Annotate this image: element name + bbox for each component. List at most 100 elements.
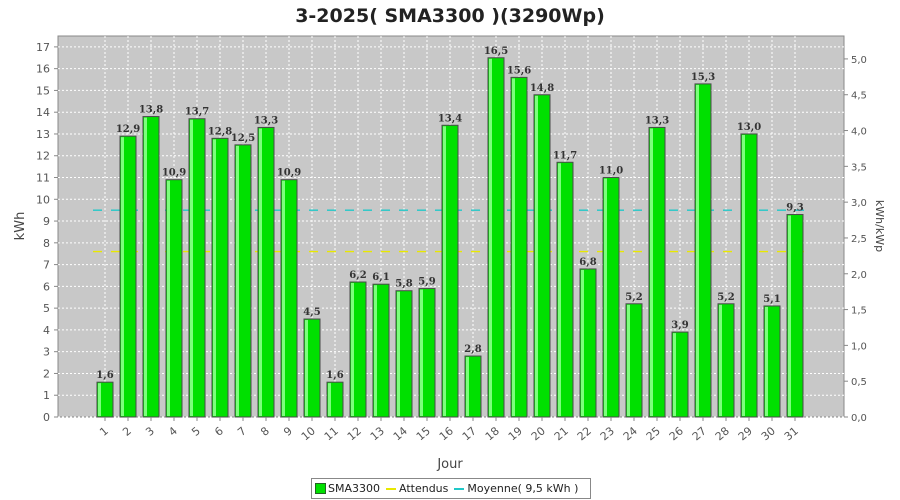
y-tick-label: 12 bbox=[36, 150, 50, 163]
data-label: 5,9 bbox=[418, 277, 435, 288]
reference-lines bbox=[93, 209, 807, 253]
bar-highlight bbox=[190, 119, 193, 416]
y2-tick-label: 4,0 bbox=[851, 127, 867, 138]
data-label: 1,6 bbox=[326, 370, 343, 381]
data-label: 16,5 bbox=[484, 46, 508, 57]
data-label: 12,9 bbox=[116, 124, 140, 135]
data-label: 13,3 bbox=[645, 115, 669, 126]
bar-highlight bbox=[673, 333, 676, 416]
bar-highlight bbox=[121, 137, 124, 417]
y-tick-label: 8 bbox=[43, 237, 50, 250]
x-tick-label: 10 bbox=[299, 424, 318, 443]
bar-highlight bbox=[535, 95, 538, 416]
chart-title: 3-2025( SMA3300 )(3290Wp) bbox=[295, 5, 605, 27]
y-tick-label: 1 bbox=[43, 389, 50, 402]
data-label: 15,6 bbox=[507, 65, 531, 76]
y-tick-label: 2 bbox=[43, 367, 50, 380]
data-label: 6,1 bbox=[372, 272, 389, 283]
legend-swatch-sma3300 bbox=[315, 483, 326, 494]
bar-highlight bbox=[696, 84, 699, 416]
x-tick-label: 24 bbox=[621, 424, 640, 443]
y2-axis-ticks: 0,0 0,5 1,0 1,5 2,0 2,5 3,0 3,5 4,0 4,5 5,0 bbox=[844, 55, 867, 424]
data-label: 2,8 bbox=[464, 344, 481, 355]
legend-label-moyenne: Moyenne( 9,5 kWh ) bbox=[467, 482, 579, 495]
bar-highlight bbox=[650, 128, 653, 416]
data-label: 5,8 bbox=[395, 279, 412, 290]
bar-highlight bbox=[328, 383, 331, 416]
data-label: 13,8 bbox=[139, 105, 163, 116]
x-tick-label: 4 bbox=[166, 424, 180, 438]
data-label: 6,2 bbox=[349, 270, 366, 281]
y-tick-label: 9 bbox=[43, 215, 50, 228]
y-tick-label: 14 bbox=[36, 106, 50, 119]
data-label: 12,5 bbox=[231, 133, 255, 144]
x-tick-label: 5 bbox=[189, 424, 203, 438]
data-label: 10,9 bbox=[162, 168, 186, 179]
x-axis-ticks: 1 2 3 4 5 6 7 8 9 10 11 12 13 14 15 16 17 18 19 20 21 22 23 24 2… bbox=[97, 417, 801, 443]
x-tick-label: 23 bbox=[598, 424, 617, 443]
y2-tick-label: 1,5 bbox=[851, 306, 867, 317]
data-label: 13,3 bbox=[254, 115, 278, 126]
x-tick-label: 11 bbox=[322, 424, 341, 443]
bar-highlight bbox=[236, 145, 239, 416]
x-tick-label: 31 bbox=[782, 424, 801, 443]
bar-highlight bbox=[98, 383, 101, 416]
bar-highlight bbox=[466, 357, 469, 416]
y2-tick-label: 4,5 bbox=[851, 91, 867, 102]
bar-highlight bbox=[397, 291, 400, 416]
y-axis-label: kWh bbox=[13, 212, 28, 241]
data-label: 4,5 bbox=[303, 307, 320, 318]
x-tick-label: 28 bbox=[713, 424, 732, 443]
y-tick-label: 7 bbox=[43, 259, 50, 272]
data-label: 5,1 bbox=[763, 294, 780, 305]
bar-highlight bbox=[742, 134, 745, 416]
y-tick-label: 10 bbox=[36, 193, 50, 206]
legend-item-moyenne: Moyenne( 9,5 kWh ) bbox=[454, 482, 578, 495]
y-tick-label: 11 bbox=[36, 172, 50, 185]
x-tick-label: 8 bbox=[258, 424, 272, 438]
y2-tick-label: 0,5 bbox=[851, 377, 867, 388]
x-tick-label: 30 bbox=[759, 424, 778, 443]
bars bbox=[96, 57, 804, 418]
data-label: 3,9 bbox=[671, 320, 688, 331]
x-tick-label: 19 bbox=[506, 424, 525, 443]
y2-tick-label: 0,0 bbox=[851, 413, 867, 424]
x-tick-label: 21 bbox=[552, 424, 571, 443]
legend-swatch-attendus bbox=[386, 487, 396, 490]
x-tick-label: 20 bbox=[529, 424, 548, 443]
bar-highlight bbox=[765, 306, 768, 416]
y-tick-label: 3 bbox=[43, 346, 50, 359]
x-tick-label: 25 bbox=[644, 424, 663, 443]
y-tick-label: 17 bbox=[36, 41, 50, 54]
data-label: 13,4 bbox=[438, 113, 462, 124]
bar-highlight bbox=[604, 178, 607, 416]
y-tick-label: 0 bbox=[43, 411, 50, 424]
x-tick-label: 16 bbox=[437, 424, 456, 443]
data-label: 10,9 bbox=[277, 168, 301, 179]
legend-item-attendus: Attendus bbox=[386, 482, 448, 495]
y2-tick-label: 5,0 bbox=[851, 55, 867, 66]
bar-highlight bbox=[443, 126, 446, 417]
bar-highlight bbox=[213, 139, 216, 416]
x-tick-label: 15 bbox=[414, 424, 433, 443]
bar-highlight bbox=[558, 163, 561, 416]
x-tick-label: 27 bbox=[690, 424, 709, 443]
bar-highlight bbox=[374, 285, 377, 416]
x-tick-label: 17 bbox=[460, 424, 479, 443]
x-tick-label: 29 bbox=[736, 424, 755, 443]
bar-highlight bbox=[144, 117, 147, 416]
legend-label-sma3300: SMA3300 bbox=[328, 482, 380, 495]
data-label: 13,7 bbox=[185, 107, 209, 118]
data-label: 9,3 bbox=[786, 203, 803, 214]
data-label: 13,0 bbox=[737, 122, 761, 133]
y2-tick-label: 2,5 bbox=[851, 234, 867, 245]
x-tick-label: 12 bbox=[345, 424, 364, 443]
data-labels: 1,6 12,9 13,8 10,9 13,7 12,812,5 13,3 10,9 4,5 1,… bbox=[96, 46, 803, 381]
legend: SMA3300 Attendus Moyenne( 9,5 kWh ) bbox=[311, 478, 592, 499]
data-label: 14,8 bbox=[530, 83, 554, 94]
x-axis-label: Jour bbox=[436, 457, 463, 472]
bar-highlight bbox=[788, 215, 791, 416]
bar-highlight bbox=[282, 180, 285, 416]
